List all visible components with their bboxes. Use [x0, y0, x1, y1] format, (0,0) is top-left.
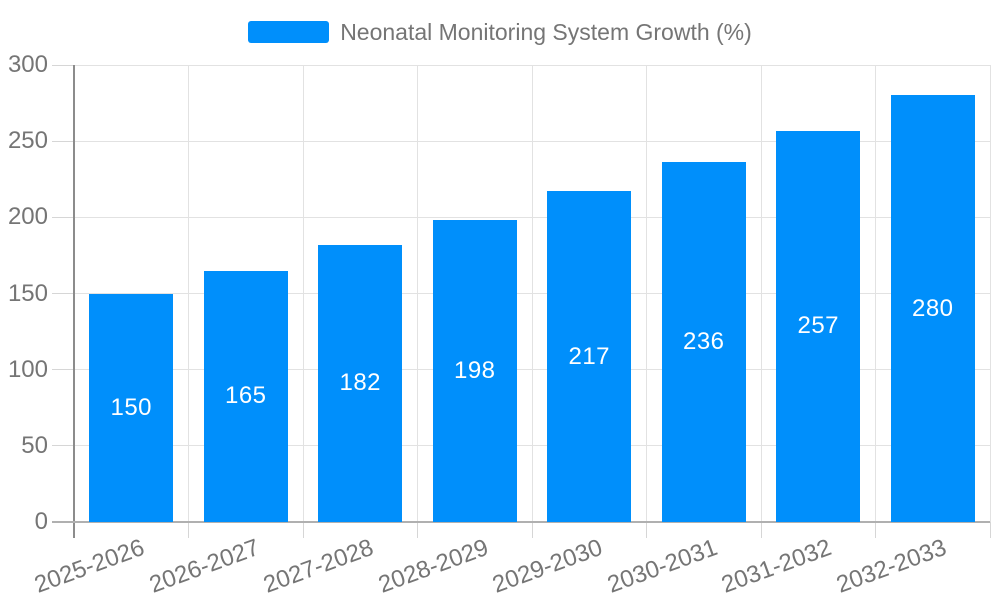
x-gridline [989, 65, 991, 522]
bar[interactable]: 280 [890, 95, 975, 522]
x-axis-tick [875, 522, 876, 538]
bar[interactable]: 165 [203, 270, 288, 522]
x-axis-category-label: 2025-2026 [31, 534, 149, 599]
bar[interactable]: 182 [318, 244, 403, 522]
x-axis-tick [531, 522, 533, 538]
y-axis-tick-label: 250 [7, 127, 48, 155]
bar-value-label: 257 [797, 312, 840, 340]
bar-value-label: 236 [682, 328, 725, 356]
x-gridline [417, 65, 418, 522]
bar[interactable]: 236 [661, 162, 746, 522]
legend-swatch-icon [248, 21, 330, 43]
x-gridline [188, 65, 189, 522]
y-axis-tick [52, 369, 74, 371]
y-axis-line [73, 65, 75, 538]
y-axis-tick-label: 50 [21, 431, 48, 459]
x-axis-line [52, 521, 990, 523]
bar-value-label: 165 [224, 382, 267, 410]
y-axis-tick-label: 0 [34, 508, 48, 535]
y-axis-tick [52, 216, 74, 218]
legend-item[interactable]: Neonatal Monitoring System Growth (%) [0, 14, 1000, 50]
bar[interactable]: 198 [432, 220, 517, 522]
y-axis-tick [52, 140, 74, 142]
bar-value-label: 217 [568, 342, 611, 370]
y-axis-tick-label: 200 [7, 203, 48, 231]
x-gridline [531, 65, 533, 522]
x-axis-category-label: 2026-2027 [145, 534, 263, 599]
x-gridline [646, 65, 647, 522]
x-axis-category-label: 2029-2030 [489, 534, 607, 599]
bar[interactable]: 150 [89, 293, 174, 522]
x-gridline [875, 65, 876, 522]
x-axis-tick [302, 522, 304, 538]
x-axis-category-label: 2032-2033 [832, 534, 950, 599]
x-gridline [760, 65, 762, 522]
x-axis-category-label: 2031-2032 [718, 534, 836, 599]
x-axis-category-label: 2030-2031 [603, 534, 721, 599]
x-axis-tick [646, 522, 647, 538]
legend-label: Neonatal Monitoring System Growth (%) [340, 19, 752, 45]
x-axis-tick [989, 522, 991, 538]
bar-value-label: 182 [339, 369, 382, 397]
y-axis-tick [52, 445, 74, 447]
y-axis-tick [52, 64, 74, 66]
x-gridline [302, 65, 304, 522]
y-axis-tick [52, 293, 74, 294]
x-axis-tick [188, 522, 189, 538]
x-axis-category-label: 2028-2029 [374, 534, 492, 599]
y-axis-tick-label: 150 [7, 279, 48, 307]
bar[interactable]: 257 [776, 130, 861, 522]
bar-value-label: 150 [110, 393, 153, 421]
x-axis-tick [417, 522, 418, 538]
bar[interactable]: 217 [547, 191, 632, 522]
x-axis-tick [760, 522, 762, 538]
y-axis-tick-label: 300 [7, 51, 48, 78]
y-axis-tick-label: 100 [7, 355, 48, 383]
bar-value-label: 280 [911, 294, 954, 322]
bar-value-label: 198 [453, 357, 496, 385]
x-axis-category-label: 2027-2028 [260, 534, 378, 599]
